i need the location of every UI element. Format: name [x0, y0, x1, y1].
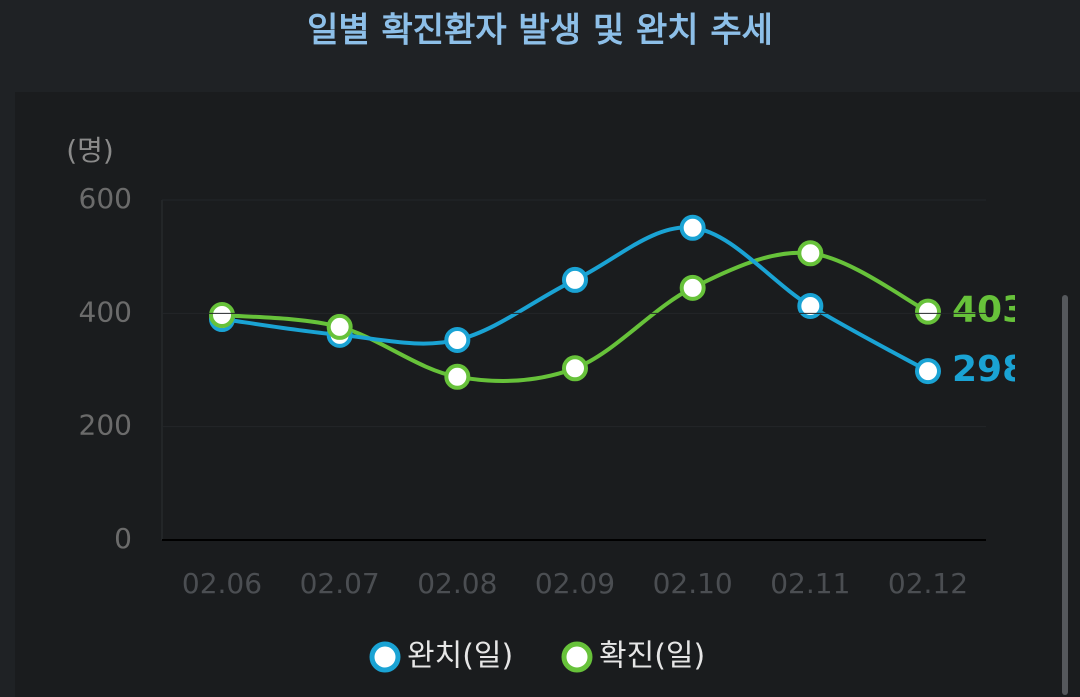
data-point	[915, 358, 941, 385]
data-point	[562, 355, 588, 382]
legend: 완치(일) 확진(일)	[369, 639, 705, 674]
y-axis-unit: (명)	[66, 134, 114, 167]
x-tick-label: 02.10	[653, 567, 733, 600]
data-point	[326, 313, 353, 340]
chart-title: 일별 확진환자 발생 및 완치 추세	[307, 11, 773, 51]
x-tick-label: 02.07	[300, 567, 380, 600]
x-tick-label: 02.12	[888, 567, 968, 600]
data-point	[679, 274, 706, 301]
data-point	[444, 363, 471, 390]
data-point	[444, 326, 471, 353]
data-point	[209, 302, 235, 329]
data-point	[797, 292, 824, 319]
x-tick-label: 02.06	[182, 567, 262, 600]
data-point	[679, 214, 706, 241]
y-tick-label: 600	[79, 182, 132, 215]
panel	[15, 92, 1080, 697]
y-tick-label: 0	[114, 522, 132, 555]
data-point	[562, 266, 588, 293]
x-tick-label: 02.11	[770, 567, 850, 600]
legend-label: 확진(일)	[599, 639, 705, 674]
y-tick-label: 200	[79, 409, 132, 442]
y-tick-label: 400	[79, 295, 132, 328]
data-point	[797, 240, 824, 267]
legend-marker	[369, 641, 401, 673]
data-label: 298	[952, 349, 1027, 390]
x-tick-label: 02.09	[535, 567, 615, 600]
scrollbar	[1062, 295, 1068, 695]
data-point	[915, 298, 941, 325]
data-label: 403	[952, 290, 1027, 331]
legend-marker	[561, 641, 593, 673]
x-tick-label: 02.08	[417, 567, 497, 600]
legend-label: 완치(일)	[407, 639, 513, 674]
